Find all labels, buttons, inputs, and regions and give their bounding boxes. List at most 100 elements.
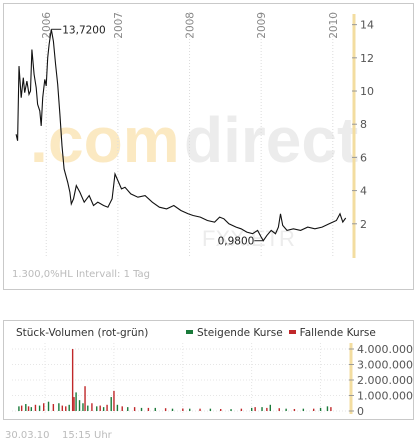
y-tick-label: 12 [360,52,374,65]
volume-legend: Steigende Kurse Fallende Kurse [180,327,376,339]
y-tick-label: 14 [360,19,374,32]
volume-bar-up [127,407,129,411]
y-axis-ticks: 2 4 6 8 10 12 14 [352,19,374,231]
volume-bar-up [78,400,81,411]
volume-bar-down [84,386,86,411]
volume-chart-panel: Stück-Volumen (rot-grün) Steigende Kurse… [3,320,414,420]
volume-bar-down [52,404,55,411]
volume-bar-down [73,397,75,411]
volume-bar-up [25,404,27,411]
volume-chart-svg: 0 1.000.000 2.000.000 3.000.000 4.000.000 [12,343,413,418]
watermark-symbol: FXX.ETR [202,226,295,251]
volume-bar-up [102,407,105,411]
volume-bars [18,349,332,411]
volume-y-tick-label: 4.000.000 [357,343,413,356]
volume-bar-up [319,407,322,411]
volume-bar-up [18,406,20,411]
volume-bar-down [182,408,184,411]
y-tick-label: 4 [360,185,367,198]
y-tick-label: 2 [360,218,367,231]
volume-bar-down [71,349,74,411]
year-labels: 2006 2007 2008 2009 2010 [41,12,340,39]
volume-bar-down [61,405,64,411]
price-line-series [15,29,347,242]
volume-bar-up [261,407,263,411]
footer-time: 15:15 Uhr [62,430,112,441]
volume-bar-down [91,403,93,411]
volume-bar-up [302,408,305,411]
volume-bar-up [140,407,143,411]
volume-bar-down [113,390,115,411]
volume-y-tick-label: 2.000.000 [357,374,413,387]
volume-bar-down [20,405,23,411]
year-label: 2009 [256,12,268,39]
volume-bar-down [99,405,101,411]
volume-bar-down [199,408,201,411]
volume-bar-down [121,406,123,411]
volume-bar-down [266,407,268,411]
y-tick-label: 6 [360,151,367,164]
volume-bar-down [43,403,45,411]
legend-down-swatch [288,330,296,334]
volume-bar-down [164,408,167,411]
y-tick-label: 10 [360,85,374,98]
volume-bar-down [330,407,332,411]
volume-bar-down [34,404,37,411]
legend-down-label: Fallende Kurse [299,327,376,339]
volume-bar-up [38,405,41,411]
volume-bar-down [220,408,222,411]
volume-bar-up [251,407,253,411]
volume-bar-down [312,408,315,411]
y-tick-label: 8 [360,118,367,131]
volume-bar-down [278,408,280,411]
volume-bar-down [147,407,150,411]
volume-bar-up [110,397,112,411]
max-value-label: 13,7200 [62,24,105,36]
volume-y-tick-label: 3.000.000 [357,359,413,372]
volume-bar-up [58,403,60,411]
year-label: 2008 [185,12,197,39]
year-label: 2010 [328,12,340,39]
legend-up-swatch [186,330,193,334]
comdirect-watermark: . com direct FXX.ETR [30,104,358,251]
volume-gridlines [12,343,350,414]
volume-bar-down [240,408,243,411]
volume-bar-up [47,401,50,411]
min-value-label: 0,9800 [218,236,255,248]
volume-bar-up [68,404,70,411]
volume-bar-down [27,406,30,411]
footer-date: 30.03.10 [5,430,50,441]
volume-bar-down [106,404,108,411]
year-gridlines [45,12,334,258]
volume-bar-up [209,408,212,411]
watermark-dot: . [30,104,48,176]
volume-title: Stück-Volumen (rot-grün) [16,327,149,339]
volume-bar-down [133,407,136,411]
year-label: 2006 [41,12,53,39]
volume-bar-down [65,406,67,411]
volume-bar-up [285,408,287,411]
price-panel-footer: 1.300,0%HL Intervall: 1 Tag [12,269,151,280]
volume-y-ticks: 0 1.000.000 2.000.000 3.000.000 4.000.000 [349,343,413,418]
volume-bar-up [116,404,119,411]
volume-y-tick-label: 0 [357,405,364,418]
volume-y-tick-label: 1.000.000 [357,390,413,403]
volume-bar-up [326,406,329,411]
price-chart-svg: . com direct FXX.ETR 2006 2007 2008 2009 201… [15,12,374,258]
volume-bar-up [75,392,77,411]
year-label: 2007 [113,12,125,39]
watermark-direct: direct [184,104,358,176]
price-chart-panel: . com direct FXX.ETR 2006 2007 2008 2009 201… [3,3,414,290]
volume-bar-up [154,407,156,411]
volume-bar-up [171,408,174,411]
volume-bar-up [96,406,98,411]
volume-bar-up [82,403,84,411]
volume-bar-up [269,404,271,411]
volume-bar-up [189,408,191,411]
volume-bar-down [293,408,296,411]
legend-up-label: Steigende Kurse [197,327,283,339]
volume-bar-up [230,409,232,411]
volume-bar-up [87,405,89,411]
extreme-annotations: 13,7200 0,9800 [51,24,264,248]
volume-bar-down [254,407,256,411]
